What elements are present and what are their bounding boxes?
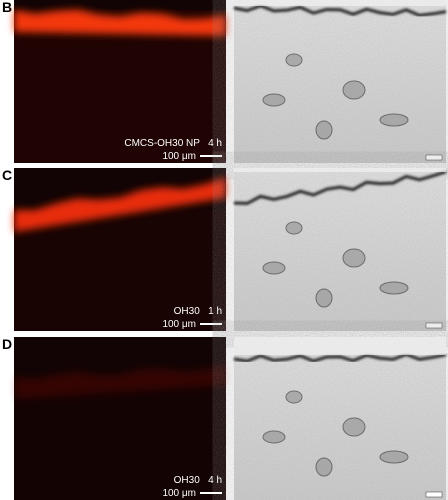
tissue-above <box>234 337 446 355</box>
tissue-above <box>234 0 446 6</box>
scale-bar-box <box>425 154 443 161</box>
scale-bar-box <box>425 322 443 329</box>
tissue-structure <box>262 261 286 275</box>
tissue-structure <box>342 248 366 268</box>
brightfield-texture <box>234 337 446 500</box>
tissue-structure <box>342 417 366 437</box>
fluorescence-band <box>14 177 226 232</box>
scale-label: 100 μm <box>162 319 196 330</box>
fluorescence-band <box>14 9 226 37</box>
panel-label: D <box>2 336 12 352</box>
brightfield-texture <box>234 0 446 163</box>
tissue-structure <box>262 430 286 444</box>
panel-label: B <box>2 0 12 15</box>
tissue-structure <box>379 113 409 127</box>
panel-row: C OH30 1 h 100 μm <box>2 167 447 331</box>
caption: OH30 4 h <box>174 475 222 486</box>
caption: OH30 1 h <box>174 306 222 317</box>
tissue-structure <box>262 93 286 107</box>
scale-label: 100 μm <box>162 488 196 499</box>
tissue-structure <box>285 390 303 404</box>
caption: CMCS-OH30 NP 4 h <box>124 138 222 149</box>
tissue-structure <box>315 457 333 477</box>
tissue-edge <box>233 352 447 363</box>
tissue-structure <box>315 120 333 140</box>
tissue-structure <box>285 53 303 67</box>
scale-bar-box <box>425 491 443 498</box>
tissue-structure <box>342 80 366 100</box>
fluorescence-diffuse <box>14 10 226 163</box>
tissue-structure <box>379 281 409 295</box>
tissue-edge <box>233 170 447 205</box>
panel-row: D OH30 4 h 100 μm <box>2 336 447 500</box>
fluorescence-image <box>14 337 226 500</box>
fluorescence-diffuse <box>14 210 226 331</box>
panel-label: C <box>2 167 12 183</box>
fluorescence-diffuse <box>14 377 226 500</box>
tissue-above <box>234 168 446 172</box>
tissue-structure <box>315 288 333 308</box>
brightfield-texture <box>234 168 446 331</box>
tissue-edge <box>233 4 447 17</box>
panel-row: B CMCS-OH30 NP 4 h 100 μm <box>2 0 447 163</box>
tissue-structure <box>379 450 409 464</box>
fluorescence-band <box>14 364 226 399</box>
tissue-structure <box>285 221 303 235</box>
scale-label: 100 μm <box>162 151 196 162</box>
